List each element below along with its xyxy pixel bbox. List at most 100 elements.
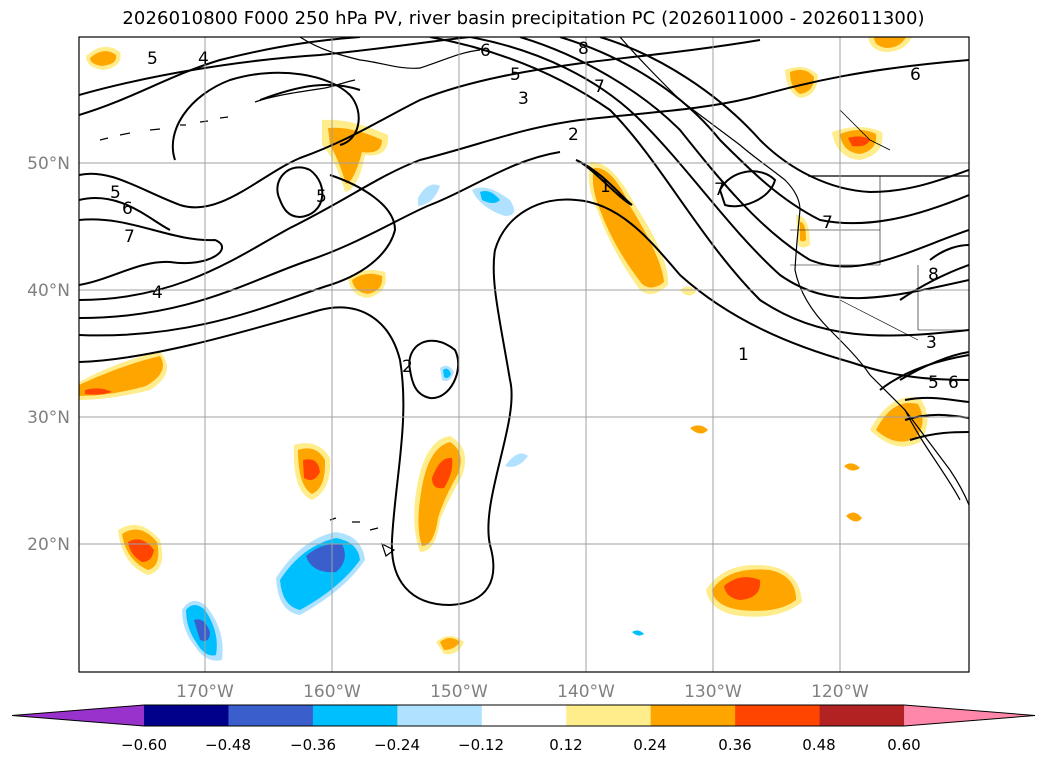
pv-contour: [171, 71, 360, 161]
precip-blob: [505, 453, 528, 467]
contour-label: 7: [594, 77, 605, 97]
pv-contour: [79, 37, 471, 96]
colorbar-segment: [650, 705, 736, 726]
lat-label: 50°N: [27, 154, 70, 174]
pv-contour: [899, 351, 969, 381]
contour-labels: 5 4 6 8 5 3 7 2 6 5 6 7 5 4 1 7 7 2 1 3 …: [110, 39, 959, 393]
contour-label: 3: [926, 333, 937, 353]
pv-contour: [469, 37, 969, 300]
precip-blob: [690, 425, 708, 434]
map-background: [79, 37, 969, 672]
pv-contour: [79, 59, 969, 301]
precip-shading: [79, 37, 928, 661]
pv-contour: [276, 166, 324, 219]
colorbar-tick-label: 0.12: [549, 736, 582, 754]
lon-label: 140°W: [557, 682, 615, 702]
pv-contour: [899, 264, 969, 301]
pv-contour: [904, 396, 969, 403]
colorbar-tick-label: 0.36: [718, 736, 751, 754]
precip-blob: [85, 388, 112, 395]
contour-label: 8: [928, 265, 939, 285]
pv-contour: [79, 151, 561, 319]
colorbar-segment: [312, 705, 398, 726]
pv-contour: [79, 197, 171, 231]
contour-label: 5: [147, 49, 158, 69]
colorbar-tick-label: −0.36: [290, 736, 336, 754]
precip-blob: [844, 463, 860, 471]
coastline-bc: [619, 37, 801, 211]
contour-label: 6: [480, 41, 491, 61]
pv-contour: [259, 83, 361, 101]
coastline-hawaii: [329, 517, 396, 557]
colorbar-tick-label: −0.12: [458, 736, 504, 754]
pv-contour: [575, 159, 633, 206]
colorbar: −0.60 −0.48 −0.36 −0.24 −0.12 0.12 0.24 …: [11, 704, 1036, 754]
map-frame: [78, 36, 970, 673]
pv-contours: [79, 37, 969, 607]
pv-contour: [408, 339, 460, 400]
contour-label: 6: [122, 199, 133, 219]
pv-contour: [79, 39, 761, 209]
precip-blob: [128, 539, 154, 562]
colorbar-segment: [397, 705, 483, 726]
colorbar-outline: [11, 704, 1036, 727]
contour-label: 6: [948, 373, 959, 393]
contour-label: 5: [110, 183, 121, 203]
precip-blob: [440, 638, 460, 650]
contour-label: 4: [152, 283, 163, 303]
contour-label: 1: [738, 345, 749, 365]
coastline-west-us: [794, 209, 969, 506]
precip-blob: [480, 191, 500, 203]
precip-blob: [90, 51, 117, 66]
lon-label: 120°W: [811, 682, 869, 702]
contour-label: 1: [600, 177, 611, 197]
colorbar-tick-labels: −0.60 −0.48 −0.36 −0.24 −0.12 0.12 0.24 …: [121, 736, 921, 754]
pv-contour: [519, 37, 969, 268]
contour-label: 8: [578, 39, 589, 59]
colorbar-segment: [481, 705, 567, 726]
contour-label: 2: [568, 125, 579, 145]
precip-blob: [592, 167, 664, 288]
pv-contour: [599, 37, 969, 194]
colorbar-segment: [228, 705, 314, 726]
contour-label: 7: [822, 213, 833, 233]
colorbar-segment: [566, 705, 652, 726]
colorbar-tick-label: −0.24: [374, 736, 420, 754]
colorbar-extend-low: [12, 705, 144, 726]
pv-contour: [79, 174, 397, 337]
coastline-aleutians: [254, 79, 356, 103]
precip-blob: [352, 273, 383, 294]
pv-contour: [559, 37, 969, 225]
lon-label: 170°W: [176, 682, 234, 702]
precip-blob: [800, 222, 806, 242]
precip-blob: [876, 403, 923, 442]
coastline-aleutians-islands: [99, 116, 229, 141]
colorbar-tick-label: 0.60: [887, 736, 920, 754]
precip-blob: [846, 512, 862, 522]
pv-contour: [79, 198, 969, 607]
contour-label: 3: [518, 89, 529, 109]
colorbar-segments: [11, 704, 1036, 727]
coastline-alaska: [299, 37, 481, 69]
contour-label: 7: [124, 227, 135, 247]
map-title: 2026010800 F000 250 hPa PV, river basin …: [122, 8, 925, 29]
contour-label: 5: [316, 187, 327, 207]
coastline-baja: [904, 409, 961, 501]
precip-blob: [443, 368, 451, 378]
precip-blob: [874, 37, 906, 48]
pv-contour: [909, 431, 969, 441]
latitude-labels: 50°N 40°N 30°N 20°N: [27, 154, 70, 555]
colorbar-tick-label: 0.48: [802, 736, 835, 754]
contour-label: 5: [928, 373, 939, 393]
contour-label: 5: [510, 65, 521, 85]
lat-label: 40°N: [27, 281, 70, 301]
colorbar-tick-label: −0.48: [205, 736, 251, 754]
precip-blob: [790, 69, 814, 94]
precip-blob: [632, 630, 644, 636]
lat-label: 20°N: [27, 535, 70, 555]
lat-label: 30°N: [27, 408, 70, 428]
coastlines: [99, 37, 969, 557]
pv-contour: [929, 244, 969, 261]
colorbar-extend-high: [904, 705, 1035, 726]
